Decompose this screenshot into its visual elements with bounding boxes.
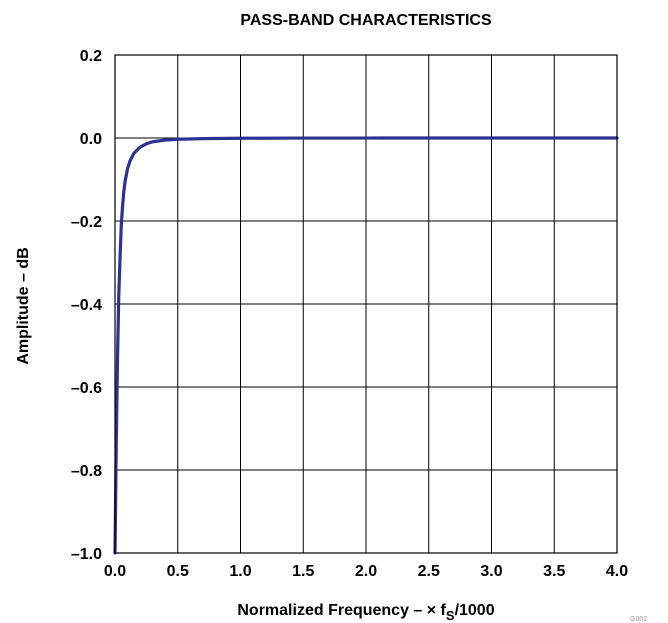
corner-mark: G002 [630, 616, 647, 623]
y-tick-label: –0.6 [71, 380, 102, 397]
x-tick-label: 0.5 [167, 563, 189, 580]
x-tick-label: 0.0 [104, 563, 126, 580]
x-tick-label: 2.0 [355, 563, 377, 580]
x-axis-label-main: Normalized Frequency – × f [237, 602, 446, 619]
x-axis-label-suffix: /1000 [455, 602, 495, 619]
x-axis-label: Normalized Frequency – × fS/1000 [237, 602, 494, 623]
x-tick-label: 4.0 [606, 563, 628, 580]
x-tick-label: 2.5 [418, 563, 440, 580]
x-axis-label-subscript: S [446, 608, 455, 623]
x-tick-label: 3.0 [480, 563, 502, 580]
y-tick-label: 0.2 [80, 48, 102, 65]
y-tick-label: –0.2 [71, 214, 102, 231]
chart-title: PASS-BAND CHARACTERISTICS [240, 12, 492, 29]
x-tick-label: 3.5 [543, 563, 565, 580]
x-tick-label: 1.0 [229, 563, 251, 580]
x-tick-labels: 0.0 0.5 1.0 1.5 2.0 2.5 3.0 3.5 4.0 [104, 563, 628, 580]
y-tick-label: –0.8 [71, 463, 102, 480]
y-tick-labels: 0.2 0.0 –0.2 –0.4 –0.6 –0.8 –1.0 [71, 48, 102, 563]
x-tick-label: 1.5 [292, 563, 314, 580]
y-axis-label: Amplitude – dB [15, 247, 32, 364]
y-tick-label: –1.0 [71, 546, 102, 563]
grid [115, 55, 617, 553]
y-tick-label: 0.0 [80, 131, 102, 148]
y-tick-label: –0.4 [71, 297, 102, 314]
